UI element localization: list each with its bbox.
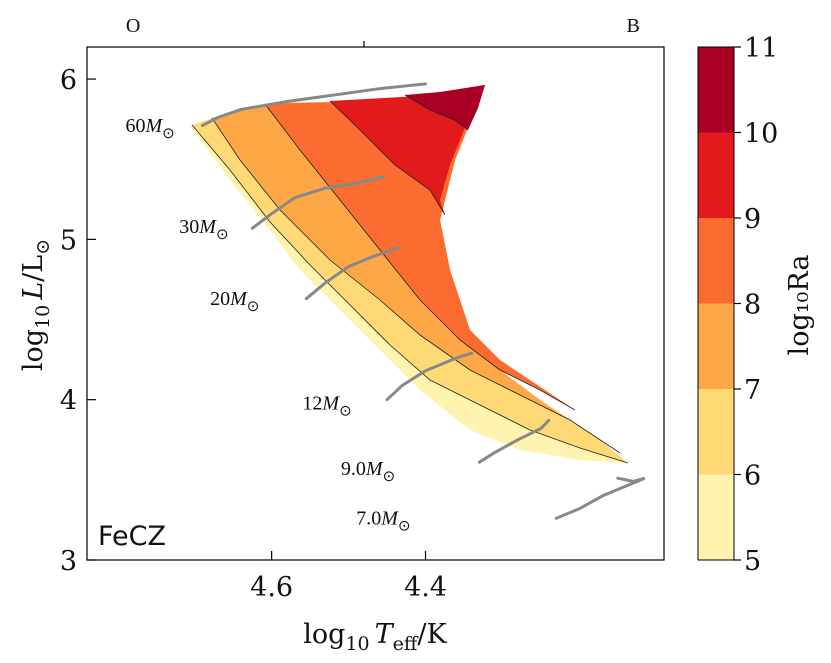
colorbar-tick-label: 10 xyxy=(744,119,778,150)
top-axis-label: B xyxy=(627,15,640,37)
colorbar-band xyxy=(698,218,734,304)
x-axis: 4.6 4.4 xyxy=(250,551,447,603)
plot-frame xyxy=(86,46,665,561)
top-axis-label: O xyxy=(126,15,140,37)
colorbar-tick-label: 8 xyxy=(744,290,761,321)
colorbar: 5 6 7 8 9 10 11 xyxy=(697,33,778,577)
y-axis-label: log10L/L⊙ xyxy=(18,239,54,371)
colorbar-band xyxy=(698,47,734,133)
y-tick-label: 5 xyxy=(60,225,77,256)
track-line xyxy=(250,175,385,230)
colorbar-band xyxy=(698,474,734,560)
colorbar-tick-label: 5 xyxy=(744,546,761,577)
y-tick-label: 3 xyxy=(60,546,77,577)
contour-fill xyxy=(190,85,629,464)
colorbar-band xyxy=(698,303,734,389)
track-line xyxy=(200,82,427,128)
band-9-10 xyxy=(330,85,485,215)
contour-line xyxy=(191,124,629,464)
x-tick-label: 4.4 xyxy=(404,572,447,603)
track-label: 12M⊙ xyxy=(302,392,351,419)
colorbar-band xyxy=(698,132,734,218)
colorbar-tick-label: 9 xyxy=(744,204,761,235)
y-tick-label: 4 xyxy=(60,386,77,417)
track-line xyxy=(385,351,474,402)
track-label: 60M⊙ xyxy=(126,115,175,142)
track-label: 20M⊙ xyxy=(210,288,259,315)
x-axis-label: log10 Teff/K xyxy=(303,619,447,655)
contour-line xyxy=(404,94,469,131)
panel-label: FeCZ xyxy=(98,521,166,552)
colorbar-band xyxy=(698,389,734,475)
track-line xyxy=(554,476,646,520)
track-label: 7.0M⊙ xyxy=(356,508,410,535)
contour-line xyxy=(329,100,446,216)
contour-line xyxy=(264,103,576,411)
track-line xyxy=(304,245,401,301)
y-tick-label: 6 xyxy=(60,65,77,96)
track-label: 30M⊙ xyxy=(179,216,228,243)
band-10-11 xyxy=(405,85,485,130)
colorbar-tick-label: 7 xyxy=(744,375,761,406)
band-8-9 xyxy=(265,85,575,410)
colorbar-tick-label: 6 xyxy=(744,461,761,492)
y-axis: 3 4 5 6 xyxy=(60,65,96,577)
contour-line xyxy=(211,117,621,454)
colorbar-tick-label: 11 xyxy=(744,33,778,64)
evolution-tracks xyxy=(200,82,646,520)
track-labels: 60M⊙ 30M⊙ 20M⊙ 12M⊙ 9.0M⊙ 7.0M⊙ xyxy=(126,115,411,535)
track-label: 9.0M⊙ xyxy=(341,458,395,485)
track-line xyxy=(477,419,551,464)
x-tick-label: 4.6 xyxy=(250,572,293,603)
colorbar-label: log₁₀Ra xyxy=(784,255,815,356)
